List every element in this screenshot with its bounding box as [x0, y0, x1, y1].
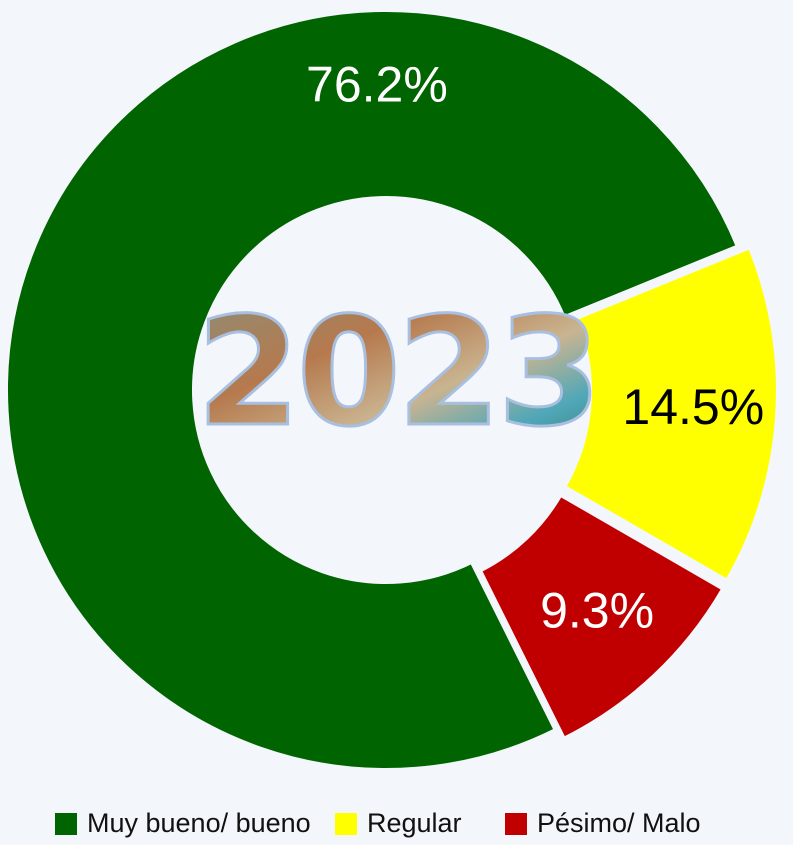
legend-label: Muy bueno/ bueno	[87, 808, 311, 838]
value-label: 14.5%	[622, 379, 764, 435]
chart: 76.2% 14.5% 9.3% Muy bueno/ bueno Regular Pés…	[0, 0, 793, 845]
legend: Muy bueno/ bueno Regular Pésimo/ Malo	[55, 808, 701, 838]
center-label: 2023	[196, 286, 597, 460]
value-label: 9.3%	[540, 583, 654, 639]
legend-swatch	[505, 813, 527, 835]
legend-label: Regular	[367, 808, 462, 838]
value-label: 76.2%	[306, 56, 448, 112]
legend-label: Pésimo/ Malo	[537, 808, 701, 838]
legend-swatch	[55, 813, 77, 835]
legend-swatch	[335, 813, 357, 835]
